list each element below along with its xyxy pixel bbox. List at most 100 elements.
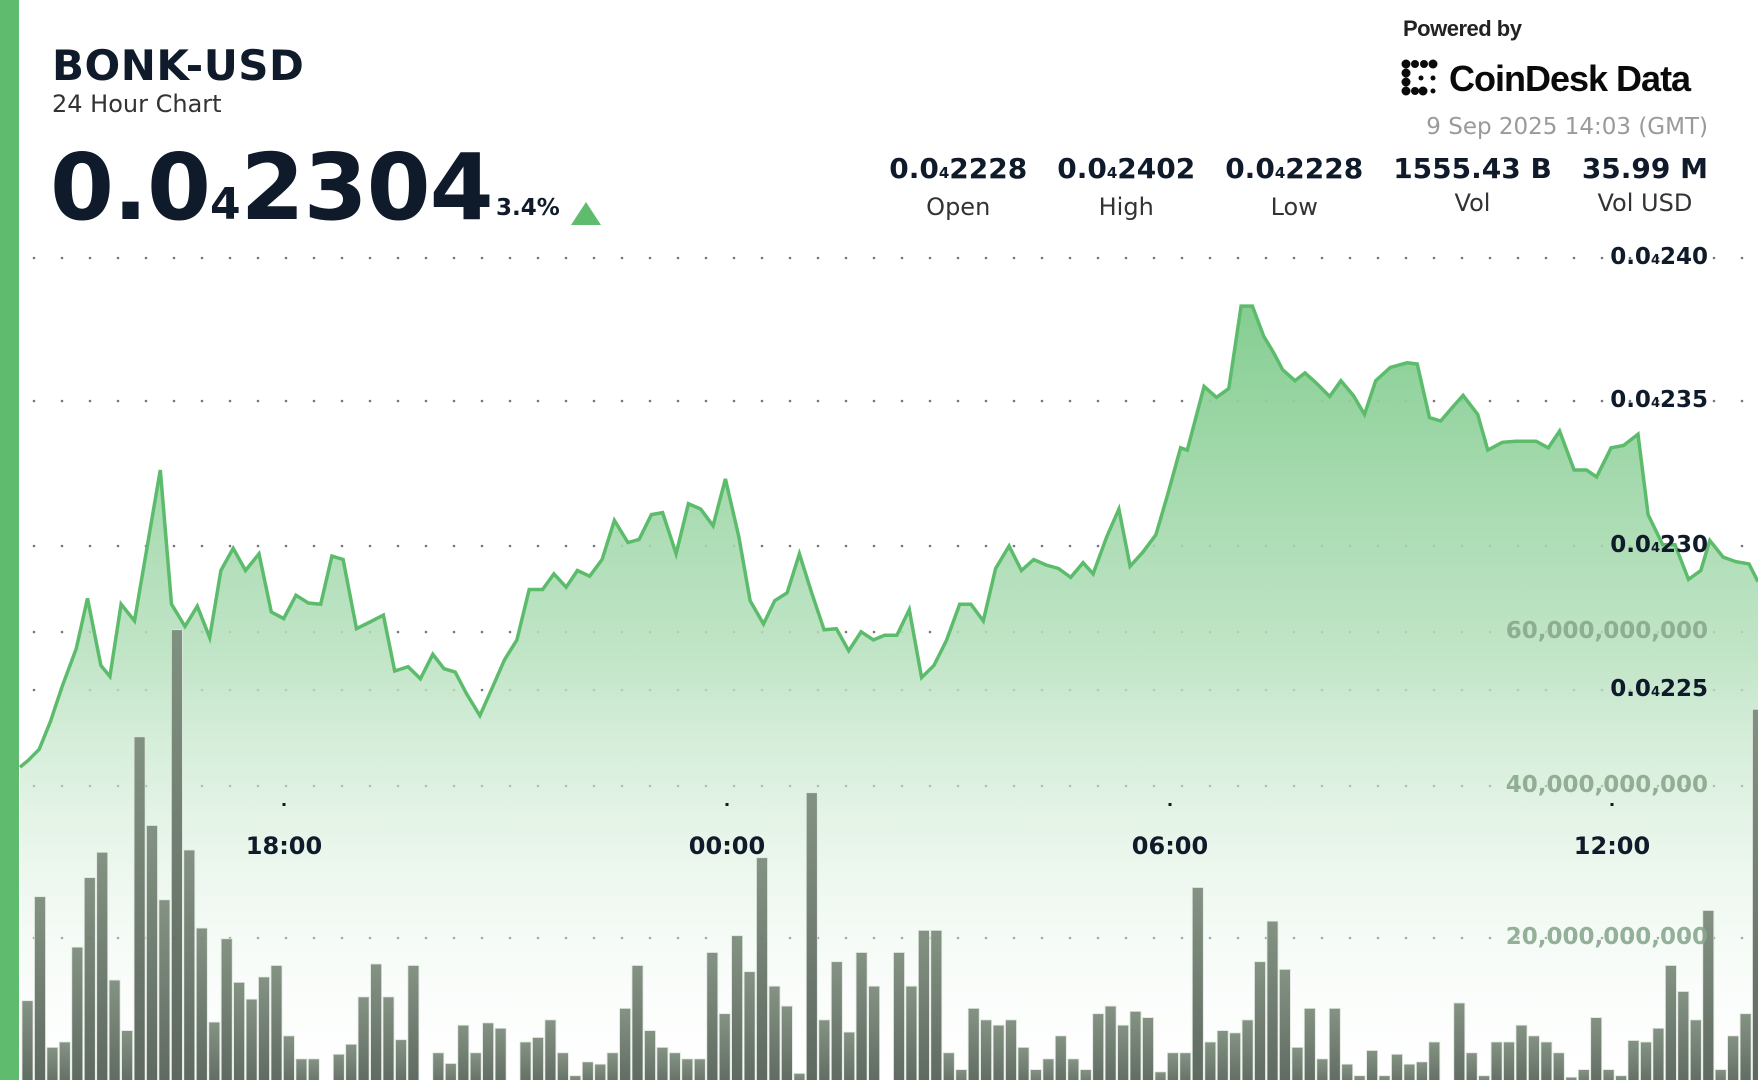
stat-vol: 1555.43 B Vol — [1393, 152, 1552, 224]
volume-bar — [158, 899, 171, 1080]
volume-bar — [307, 1058, 320, 1080]
volume-bar — [1677, 991, 1690, 1080]
volume-bar — [606, 1052, 619, 1080]
volume-bar — [1191, 887, 1204, 1080]
volume-bar — [258, 976, 270, 1080]
volume-bar — [980, 1019, 992, 1080]
volume-bar — [1602, 1069, 1615, 1080]
volume-bar — [1540, 1041, 1553, 1080]
stat-low: 0.042228 Low — [1225, 152, 1363, 224]
volume-bar — [843, 1031, 856, 1080]
price-prefix: 0.0 — [50, 134, 211, 241]
volume-axis-label: 60,000,000,000 — [1505, 618, 1708, 644]
current-price: 0.042304 — [50, 138, 494, 255]
volume-bar — [357, 996, 370, 1080]
volume-bar — [855, 952, 868, 1080]
volume-bar — [1104, 1005, 1117, 1080]
volume-bar — [1030, 1069, 1042, 1080]
volume-bar — [146, 825, 158, 1080]
stat-value: 1555.43 B — [1393, 152, 1552, 186]
volume-bar — [1179, 1052, 1192, 1080]
stat-value-digits: 2228 — [949, 152, 1028, 185]
volume-bar — [581, 1061, 594, 1080]
volume-bar — [669, 1052, 681, 1080]
volume-bar — [768, 985, 781, 1080]
volume-bar — [1515, 1024, 1528, 1080]
stat-value: 35.99 M — [1582, 152, 1708, 186]
volume-bar — [170, 629, 183, 1080]
volume-bar — [1478, 1075, 1490, 1080]
volume-bar — [781, 1005, 793, 1080]
volume-bar — [1665, 965, 1677, 1080]
volume-bar — [1590, 1017, 1603, 1080]
volume-bar — [208, 1021, 221, 1080]
volume-axis-label: 20,000,000,000 — [1505, 924, 1708, 950]
volume-bar — [967, 1008, 980, 1080]
volume-bar — [245, 998, 258, 1080]
volume-bar — [1465, 1052, 1478, 1080]
volume-bar — [718, 1013, 731, 1080]
volume-bar — [220, 938, 233, 1080]
volume-bar — [58, 1041, 71, 1080]
volume-bar — [432, 1052, 445, 1080]
volume-bar — [1328, 1008, 1341, 1080]
volume-bar — [1154, 1071, 1167, 1080]
volume-bar — [469, 1052, 482, 1080]
powered-by-label: Powered by — [1403, 16, 1522, 41]
volume-bar — [295, 1058, 308, 1080]
price-area-fill — [20, 306, 1758, 1080]
stat-value-prefix: 35.99 M — [1581, 152, 1708, 185]
axis-label-digits: 235 — [1659, 387, 1708, 413]
x-tick — [1168, 803, 1172, 806]
volume-bar — [1503, 1041, 1515, 1080]
volume-bar — [1279, 969, 1291, 1080]
volume-bar — [282, 1035, 295, 1080]
axis-label-sub: 4 — [1650, 541, 1660, 556]
axis-label-sub: 4 — [1650, 253, 1660, 268]
volume-bar — [1739, 1013, 1752, 1080]
volume-bar — [1067, 1058, 1080, 1080]
volume-bar — [1366, 1050, 1378, 1080]
volume-bar — [108, 979, 121, 1080]
axis-label-digits: 230 — [1659, 532, 1708, 558]
volume-bar — [71, 946, 84, 1080]
volume-bar — [619, 1008, 631, 1080]
volume-bar — [1117, 1024, 1129, 1080]
volume-bar — [1204, 1041, 1217, 1080]
volume-bar — [195, 927, 208, 1080]
time-axis-label: 06:00 — [1131, 832, 1209, 860]
volume-bar — [1316, 1058, 1329, 1080]
volume-bar — [992, 1024, 1005, 1080]
time-axis-label: 00:00 — [688, 832, 766, 860]
volume-bar — [34, 896, 46, 1080]
volume-bar — [382, 996, 395, 1080]
volume-bar — [1752, 708, 1758, 1080]
stats-row: 0.042228 Open 0.042402 High 0.042228 Low… — [859, 152, 1708, 224]
volume-bar — [1291, 1047, 1304, 1080]
volume-bar — [1341, 1063, 1354, 1080]
volume-bar — [1428, 1041, 1441, 1080]
volume-bar — [1627, 1040, 1640, 1080]
change-percent: 3.4% — [496, 195, 560, 221]
volume-bars — [21, 629, 1758, 1080]
stat-value-prefix: 0.0 — [1225, 152, 1275, 185]
volume-bar — [46, 1047, 59, 1080]
time-axis-label: 12:00 — [1573, 832, 1651, 860]
x-tick — [1610, 803, 1614, 806]
volume-bar — [893, 952, 905, 1080]
volume-bar — [818, 1019, 831, 1080]
volume-bar — [121, 1030, 133, 1080]
volume-axis-label: 40,000,000,000 — [1505, 772, 1708, 798]
stat-label: Low — [1270, 193, 1318, 221]
stat-vol-usd: 35.99 M Vol USD — [1582, 152, 1708, 224]
price-zero-count: 4 — [209, 179, 241, 230]
volume-bar — [444, 1063, 457, 1080]
stat-value-sub: 4 — [938, 164, 950, 182]
volume-bar — [1005, 1019, 1017, 1080]
chart-header: BONK-USD 24 Hour Chart — [52, 42, 304, 119]
volume-bar — [345, 1043, 358, 1080]
volume-bar — [1577, 1069, 1590, 1080]
price-axis-label: 0.04230 — [1610, 532, 1708, 558]
volume-bar — [1640, 1041, 1652, 1080]
